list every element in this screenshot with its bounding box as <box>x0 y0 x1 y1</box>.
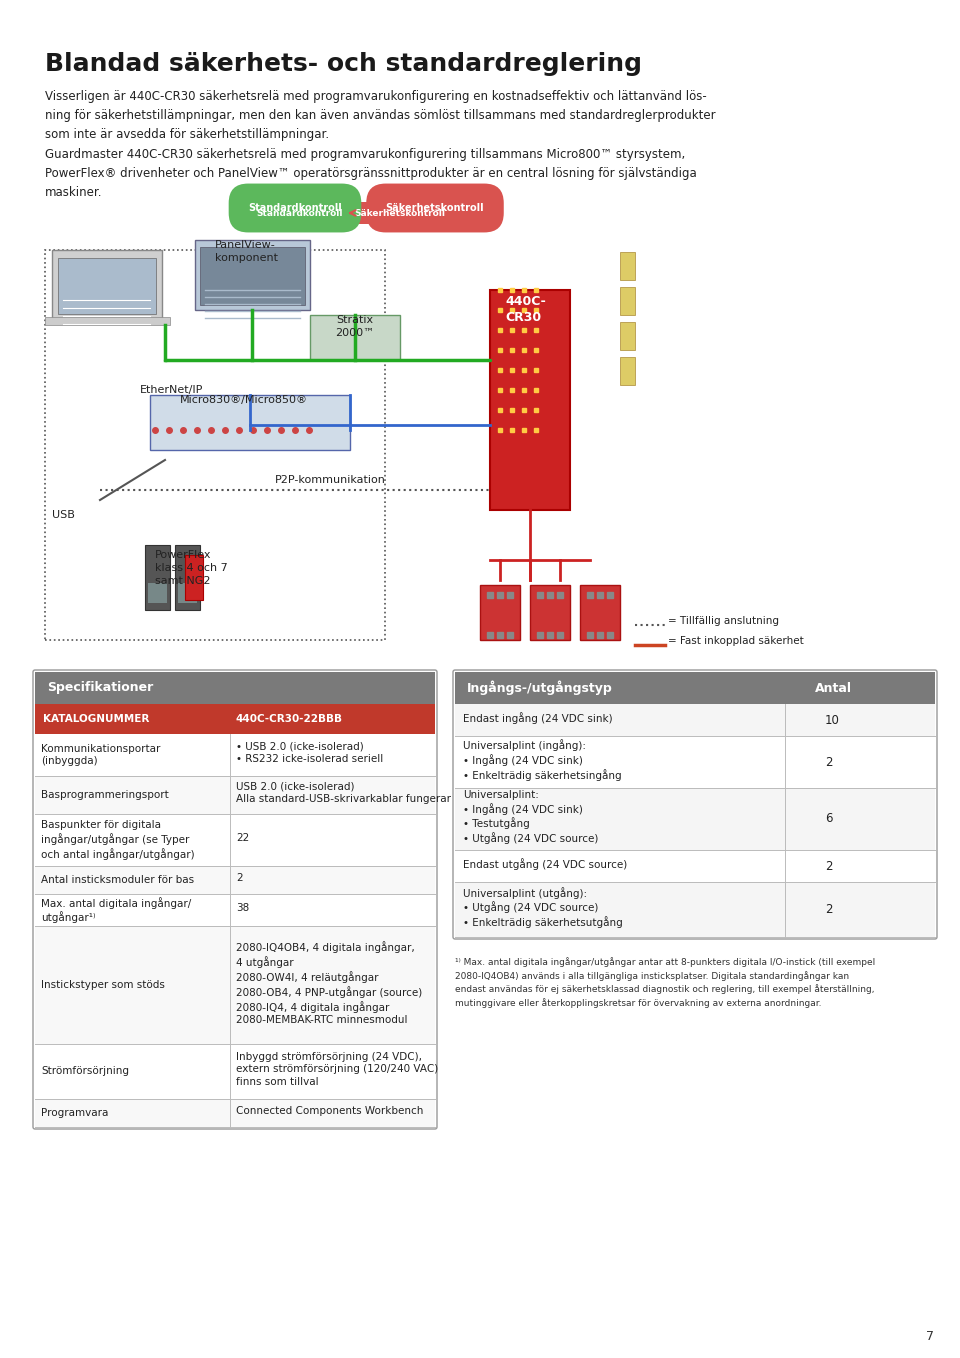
Text: Standardkontroll: Standardkontroll <box>256 209 344 217</box>
FancyBboxPatch shape <box>58 258 156 314</box>
Text: P2P-kommunikation: P2P-kommunikation <box>275 475 385 485</box>
FancyBboxPatch shape <box>178 583 197 603</box>
Text: PowerFlex
klass 4 och 7
samt NG2: PowerFlex klass 4 och 7 samt NG2 <box>155 550 228 587</box>
FancyBboxPatch shape <box>195 240 310 310</box>
Text: 2: 2 <box>825 860 832 872</box>
Text: USB: USB <box>52 511 75 520</box>
FancyBboxPatch shape <box>35 1044 435 1099</box>
Text: Kommunikationsportar
(inbyggda): Kommunikationsportar (inbyggda) <box>41 744 160 766</box>
Text: Programvara: Programvara <box>41 1108 108 1118</box>
FancyBboxPatch shape <box>45 316 170 325</box>
FancyBboxPatch shape <box>175 545 200 610</box>
Text: Universalplint (ingång):
• Ingång (24 VDC sink)
• Enkelträdig säkerhetsingång: Universalplint (ingång): • Ingång (24 VD… <box>463 739 622 781</box>
Text: 6: 6 <box>825 812 832 826</box>
FancyBboxPatch shape <box>580 585 620 640</box>
Text: Endast ingång (24 VDC sink): Endast ingång (24 VDC sink) <box>463 712 612 724</box>
Text: Ingångs-/utgångstyp: Ingångs-/utgångstyp <box>467 680 612 695</box>
Text: = Tillfällig anslutning: = Tillfällig anslutning <box>668 617 779 626</box>
FancyBboxPatch shape <box>35 813 435 866</box>
FancyBboxPatch shape <box>353 202 447 224</box>
Text: Visserligen är 440C-CR30 säkerhetsrelä med programvarukonfigurering en kostnadse: Visserligen är 440C-CR30 säkerhetsrelä m… <box>45 90 715 141</box>
Text: Basprogrammeringsport: Basprogrammeringsport <box>41 790 169 800</box>
Text: Endast utgång (24 VDC source): Endast utgång (24 VDC source) <box>463 858 627 870</box>
FancyBboxPatch shape <box>480 585 520 640</box>
Text: Specifikationer: Specifikationer <box>47 682 154 694</box>
FancyBboxPatch shape <box>455 703 935 736</box>
FancyBboxPatch shape <box>35 735 435 775</box>
Text: Guardmaster 440C-CR30 säkerhetsrelä med programvarukonfigurering tillsammans Mic: Guardmaster 440C-CR30 säkerhetsrelä med … <box>45 148 697 200</box>
Text: Universalplint (utgång):
• Utgång (24 VDC source)
• Enkelträdig säkerhetsutgång: Universalplint (utgång): • Utgång (24 VD… <box>463 887 623 929</box>
Text: 38: 38 <box>236 903 250 913</box>
FancyBboxPatch shape <box>35 926 435 1044</box>
FancyBboxPatch shape <box>455 881 935 937</box>
Text: 2: 2 <box>236 873 243 883</box>
FancyBboxPatch shape <box>253 202 347 224</box>
FancyBboxPatch shape <box>620 357 635 386</box>
Text: • USB 2.0 (icke-isolerad)
• RS232 icke-isolerad seriell: • USB 2.0 (icke-isolerad) • RS232 icke-i… <box>236 741 383 765</box>
FancyArrow shape <box>310 208 370 221</box>
Text: Instickstyper som stöds: Instickstyper som stöds <box>41 980 165 990</box>
FancyBboxPatch shape <box>620 253 635 280</box>
Text: 440C-CR30-22BBB: 440C-CR30-22BBB <box>235 714 342 724</box>
FancyBboxPatch shape <box>145 545 170 610</box>
Text: Standardkontroll: Standardkontroll <box>248 202 342 213</box>
Text: 10: 10 <box>825 713 840 727</box>
FancyArrow shape <box>400 208 430 221</box>
Text: Antal insticksmoduler för bas: Antal insticksmoduler för bas <box>41 875 194 885</box>
FancyBboxPatch shape <box>52 250 162 320</box>
Text: 22: 22 <box>236 832 250 843</box>
Text: Micro830®/Micro850®: Micro830®/Micro850® <box>180 395 308 405</box>
FancyBboxPatch shape <box>455 850 935 881</box>
Text: 2: 2 <box>825 903 832 917</box>
Text: Max. antal digitala ingångar/
utgångar¹⁾: Max. antal digitala ingångar/ utgångar¹⁾ <box>41 896 191 923</box>
FancyBboxPatch shape <box>35 672 435 703</box>
Text: Baspunkter för digitala
ingångar/utgångar (se Typer
och antal ingångar/utgångar): Baspunkter för digitala ingångar/utgånga… <box>41 820 195 860</box>
FancyBboxPatch shape <box>455 672 935 703</box>
Text: Blandad säkerhets- och standardreglering: Blandad säkerhets- och standardreglering <box>45 52 642 76</box>
FancyBboxPatch shape <box>620 287 635 315</box>
Text: Stratix
2000™: Stratix 2000™ <box>335 315 374 338</box>
FancyBboxPatch shape <box>150 395 350 449</box>
FancyBboxPatch shape <box>455 736 935 788</box>
FancyBboxPatch shape <box>200 247 305 306</box>
Text: 440C-
CR30: 440C- CR30 <box>505 295 545 325</box>
FancyBboxPatch shape <box>35 1099 435 1127</box>
FancyBboxPatch shape <box>490 291 570 511</box>
FancyBboxPatch shape <box>35 775 435 813</box>
Text: PanelView-
komponent: PanelView- komponent <box>215 240 278 263</box>
Text: Antal: Antal <box>815 682 852 694</box>
Text: 2: 2 <box>825 755 832 769</box>
FancyBboxPatch shape <box>620 322 635 350</box>
FancyBboxPatch shape <box>35 866 435 894</box>
Text: Säkerhetskontroll: Säkerhetskontroll <box>386 202 484 213</box>
Text: Connected Components Workbench: Connected Components Workbench <box>236 1105 423 1116</box>
Text: 2080-IQ4OB4, 4 digitala ingångar,
4 utgångar
2080-OW4I, 4 reläutgångar
2080-OB4,: 2080-IQ4OB4, 4 digitala ingångar, 4 utgå… <box>236 941 422 1025</box>
Text: ¹⁾ Max. antal digitala ingångar/utgångar antar att 8-punkters digitala I/O-insti: ¹⁾ Max. antal digitala ingångar/utgångar… <box>455 957 876 1008</box>
FancyBboxPatch shape <box>310 315 400 360</box>
FancyBboxPatch shape <box>530 585 570 640</box>
FancyBboxPatch shape <box>35 703 435 735</box>
FancyBboxPatch shape <box>148 583 167 603</box>
Text: 7: 7 <box>926 1329 934 1343</box>
Text: KATALOGNUMMER: KATALOGNUMMER <box>43 714 150 724</box>
Text: EtherNet/IP: EtherNet/IP <box>140 386 204 395</box>
Text: USB 2.0 (icke-isolerad)
Alla standard-USB-skrivarkablar fungerar: USB 2.0 (icke-isolerad) Alla standard-US… <box>236 782 451 804</box>
Text: Säkerhetskontroll: Säkerhetskontroll <box>354 209 445 217</box>
FancyBboxPatch shape <box>185 555 203 600</box>
Text: Inbyggd strömförsörjning (24 VDC),
extern strömförsörjning (120/240 VAC)
finns s: Inbyggd strömförsörjning (24 VDC), exter… <box>236 1052 439 1086</box>
Text: = Fast inkopplad säkerhet: = Fast inkopplad säkerhet <box>668 636 804 646</box>
Text: Universalplint:
• Ingång (24 VDC sink)
• Testutgång
• Utgång (24 VDC source): Universalplint: • Ingång (24 VDC sink) •… <box>463 790 598 845</box>
Text: Strömförsörjning: Strömförsörjning <box>41 1066 129 1077</box>
FancyBboxPatch shape <box>455 788 935 850</box>
FancyBboxPatch shape <box>35 894 435 926</box>
